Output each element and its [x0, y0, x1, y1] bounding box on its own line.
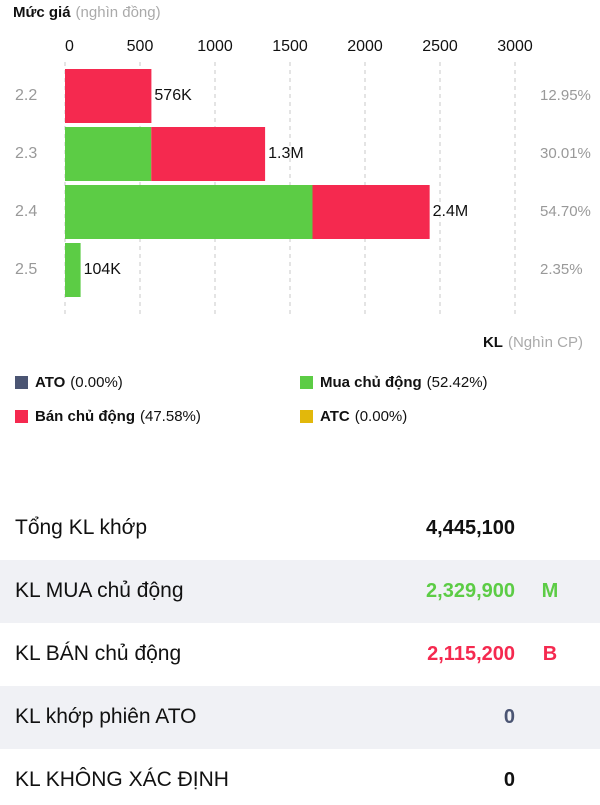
- bar-total-label: 2.4M: [433, 203, 469, 220]
- bar-total-label: 104K: [84, 261, 122, 278]
- share-label: 2.35%: [540, 261, 583, 278]
- bar-total-label: 576K: [154, 87, 192, 104]
- x-tick-label: 2500: [422, 38, 458, 55]
- legend-swatch: [300, 410, 313, 423]
- legend-swatch: [15, 376, 28, 389]
- legend-share: (52.42%): [427, 374, 488, 391]
- bar-segment: [65, 69, 152, 123]
- row-suffix: M: [542, 580, 559, 602]
- x-tick-label: 2000: [347, 38, 383, 55]
- legend-share: (0.00%): [355, 408, 408, 425]
- row-label: Tổng KL khớp: [15, 516, 147, 539]
- share-label: 54.70%: [540, 203, 591, 220]
- bar-segment: [65, 127, 152, 181]
- y-axis-unit: (nghìn đồng): [76, 4, 161, 21]
- row-value: 0: [504, 706, 515, 728]
- bar-segment: [65, 243, 81, 297]
- x-tick-label: 1500: [272, 38, 308, 55]
- row-value: 2,329,900: [426, 580, 515, 602]
- legend-name: Bán chủ động: [35, 408, 135, 425]
- y-tick-label: 2.5: [15, 261, 37, 278]
- x-tick-label: 3000: [497, 38, 533, 55]
- legend-share: (0.00%): [70, 374, 123, 391]
- x-tick-label: 0: [65, 38, 74, 55]
- legend-share: (47.58%): [140, 408, 201, 425]
- row-value: 2,115,200: [427, 643, 515, 665]
- y-axis-title: Mức giá (nghìn đồng): [13, 4, 161, 21]
- legend-entry: ATC (0.00%): [320, 408, 407, 425]
- row-label: KL KHÔNG XÁC ĐỊNH: [15, 768, 229, 791]
- bar-segment: [151, 127, 266, 181]
- x-tick-label: 1000: [197, 38, 233, 55]
- x-axis-title-text: KL: [483, 334, 503, 351]
- row-suffix: B: [543, 643, 557, 665]
- x-axis-unit: (Nghìn CP): [508, 334, 583, 351]
- row-label: KL khớp phiên ATO: [15, 705, 197, 728]
- legend-swatch: [300, 376, 313, 389]
- legend-name: Mua chủ động: [320, 374, 422, 391]
- y-tick-label: 2.2: [15, 87, 37, 104]
- y-tick-label: 2.3: [15, 145, 37, 162]
- legend-name: ATO: [35, 374, 66, 391]
- row-background: [0, 686, 600, 749]
- legend-entry: ATO (0.00%): [35, 374, 123, 391]
- row-value: 0: [504, 769, 515, 791]
- legend-entry: Bán chủ động (47.58%): [35, 408, 201, 425]
- share-label: 12.95%: [540, 87, 591, 104]
- y-tick-label: 2.4: [15, 203, 37, 220]
- row-label: KL BÁN chủ động: [15, 642, 181, 665]
- row-background: [0, 560, 600, 623]
- share-label: 30.01%: [540, 145, 591, 162]
- y-axis-title-text: Mức giá: [13, 4, 71, 21]
- bar-segment: [65, 185, 313, 239]
- row-label: KL MUA chủ động: [15, 579, 184, 602]
- x-tick-label: 500: [127, 38, 154, 55]
- legend-entry: Mua chủ động (52.42%): [320, 374, 488, 391]
- row-value: 4,445,100: [426, 517, 515, 539]
- x-axis-title: KL (Nghìn CP): [483, 334, 583, 351]
- bar-segment: [312, 185, 430, 239]
- bar-total-label: 1.3M: [268, 145, 304, 162]
- legend-name: ATC: [320, 408, 350, 425]
- legend-swatch: [15, 410, 28, 423]
